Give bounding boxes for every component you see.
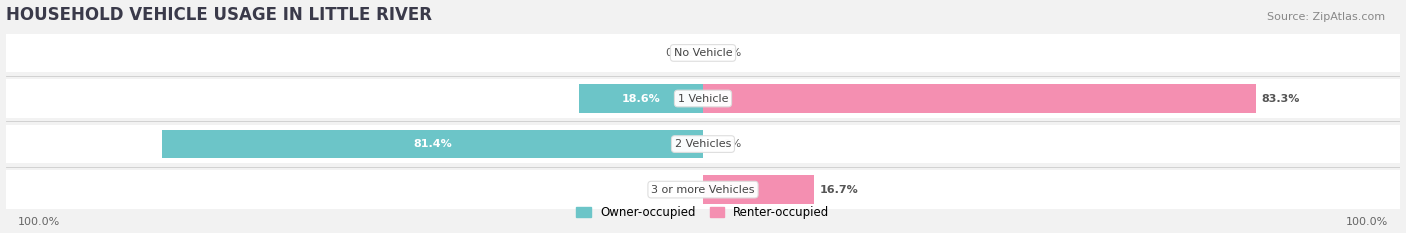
Bar xyxy=(6,125,1400,163)
Bar xyxy=(6,34,1400,72)
Text: 0.0%: 0.0% xyxy=(665,48,693,58)
Bar xyxy=(6,79,1400,118)
Text: 0.0%: 0.0% xyxy=(713,139,741,149)
Bar xyxy=(6,170,1400,209)
Text: 3 or more Vehicles: 3 or more Vehicles xyxy=(651,185,755,195)
Text: 0.0%: 0.0% xyxy=(713,48,741,58)
Text: 18.6%: 18.6% xyxy=(621,93,661,103)
Text: 2 Vehicles: 2 Vehicles xyxy=(675,139,731,149)
Text: 16.7%: 16.7% xyxy=(820,185,858,195)
Bar xyxy=(703,84,1257,113)
Bar xyxy=(162,130,703,158)
Legend: Owner-occupied, Renter-occupied: Owner-occupied, Renter-occupied xyxy=(572,201,834,224)
Text: HOUSEHOLD VEHICLE USAGE IN LITTLE RIVER: HOUSEHOLD VEHICLE USAGE IN LITTLE RIVER xyxy=(6,6,432,24)
Text: 81.4%: 81.4% xyxy=(413,139,453,149)
Bar xyxy=(703,175,814,204)
Text: 83.3%: 83.3% xyxy=(1261,93,1301,103)
Text: Source: ZipAtlas.com: Source: ZipAtlas.com xyxy=(1267,12,1385,22)
Text: No Vehicle: No Vehicle xyxy=(673,48,733,58)
Text: 1 Vehicle: 1 Vehicle xyxy=(678,93,728,103)
Text: 0.0%: 0.0% xyxy=(665,185,693,195)
Bar xyxy=(579,84,703,113)
